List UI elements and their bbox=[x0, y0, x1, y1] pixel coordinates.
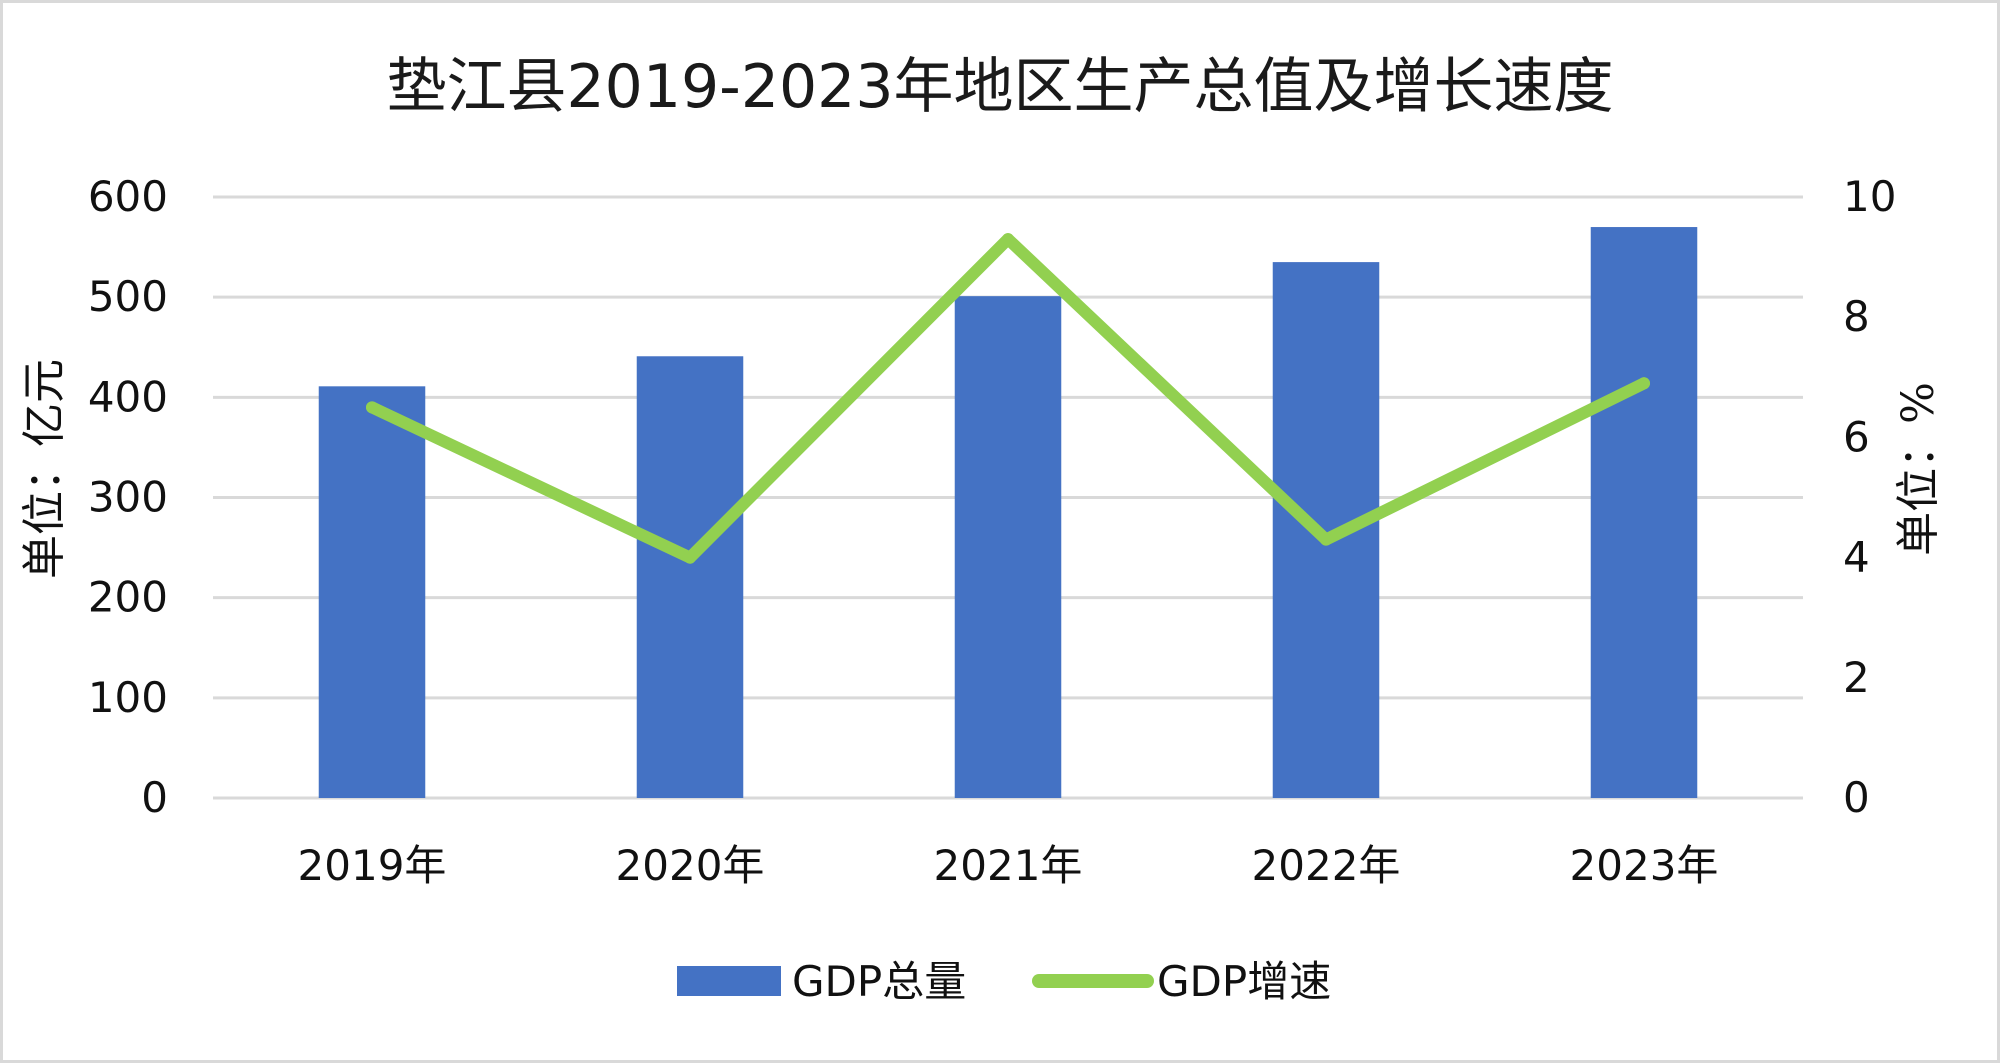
y-tick-label: 300 bbox=[88, 473, 168, 522]
x-tick-label: 2023年 bbox=[1570, 841, 1719, 890]
right-axis-ticks: 0 2 4 6 8 10 bbox=[1843, 172, 1896, 822]
y2-tick-label: 4 bbox=[1843, 533, 1870, 582]
y2-tick-label: 10 bbox=[1843, 172, 1896, 221]
y-tick-label: 200 bbox=[88, 573, 168, 622]
bar bbox=[1272, 262, 1380, 798]
y-tick-label: 100 bbox=[88, 673, 168, 722]
y-axis-label-right: 单位：% bbox=[1893, 382, 1944, 556]
y2-tick-label: 2 bbox=[1843, 653, 1870, 702]
y2-tick-label: 0 bbox=[1843, 773, 1870, 822]
line-point bbox=[1002, 233, 1014, 246]
x-tick-label: 2020年 bbox=[616, 841, 765, 890]
left-axis-ticks: 0 100 200 300 400 500 600 bbox=[88, 172, 168, 822]
x-tick-label: 2021年 bbox=[934, 841, 1083, 890]
bar bbox=[636, 356, 744, 798]
line-series-gdp-growth bbox=[366, 233, 1650, 564]
legend-swatch-gdp-total bbox=[677, 966, 781, 996]
line-point bbox=[1638, 377, 1650, 390]
bar-series-gdp-total bbox=[318, 227, 1698, 799]
line-point bbox=[1320, 533, 1332, 546]
line-point bbox=[366, 401, 378, 414]
legend-label-gdp-growth: GDP增速 bbox=[1157, 957, 1331, 1006]
y-tick-label: 500 bbox=[88, 272, 168, 321]
legend-label-gdp-total: GDP总量 bbox=[792, 957, 966, 1006]
y-tick-label: 600 bbox=[88, 172, 168, 221]
bar bbox=[318, 386, 426, 798]
legend: GDP总量 GDP增速 bbox=[677, 957, 1331, 1006]
chart-svg: 垫江县2019-2023年地区生产总值及增长速度 010020030040050… bbox=[19, 52, 1944, 1006]
y-axis-label-left: 单位：亿元 bbox=[19, 359, 70, 579]
y-tick-label: 400 bbox=[88, 372, 168, 421]
y2-tick-label: 6 bbox=[1843, 412, 1870, 461]
x-axis-ticks: 2019年 2020年 2021年 2022年 2023年 bbox=[298, 841, 1719, 890]
y2-tick-label: 8 bbox=[1843, 292, 1870, 341]
chart-title: 垫江县2019-2023年地区生产总值及增长速度 bbox=[386, 52, 1613, 122]
y-tick-label: 0 bbox=[141, 773, 168, 822]
x-tick-label: 2019年 bbox=[298, 841, 447, 890]
bar bbox=[954, 296, 1062, 798]
line-point bbox=[684, 551, 696, 564]
x-tick-label: 2022年 bbox=[1252, 841, 1401, 890]
bar bbox=[1590, 227, 1698, 799]
